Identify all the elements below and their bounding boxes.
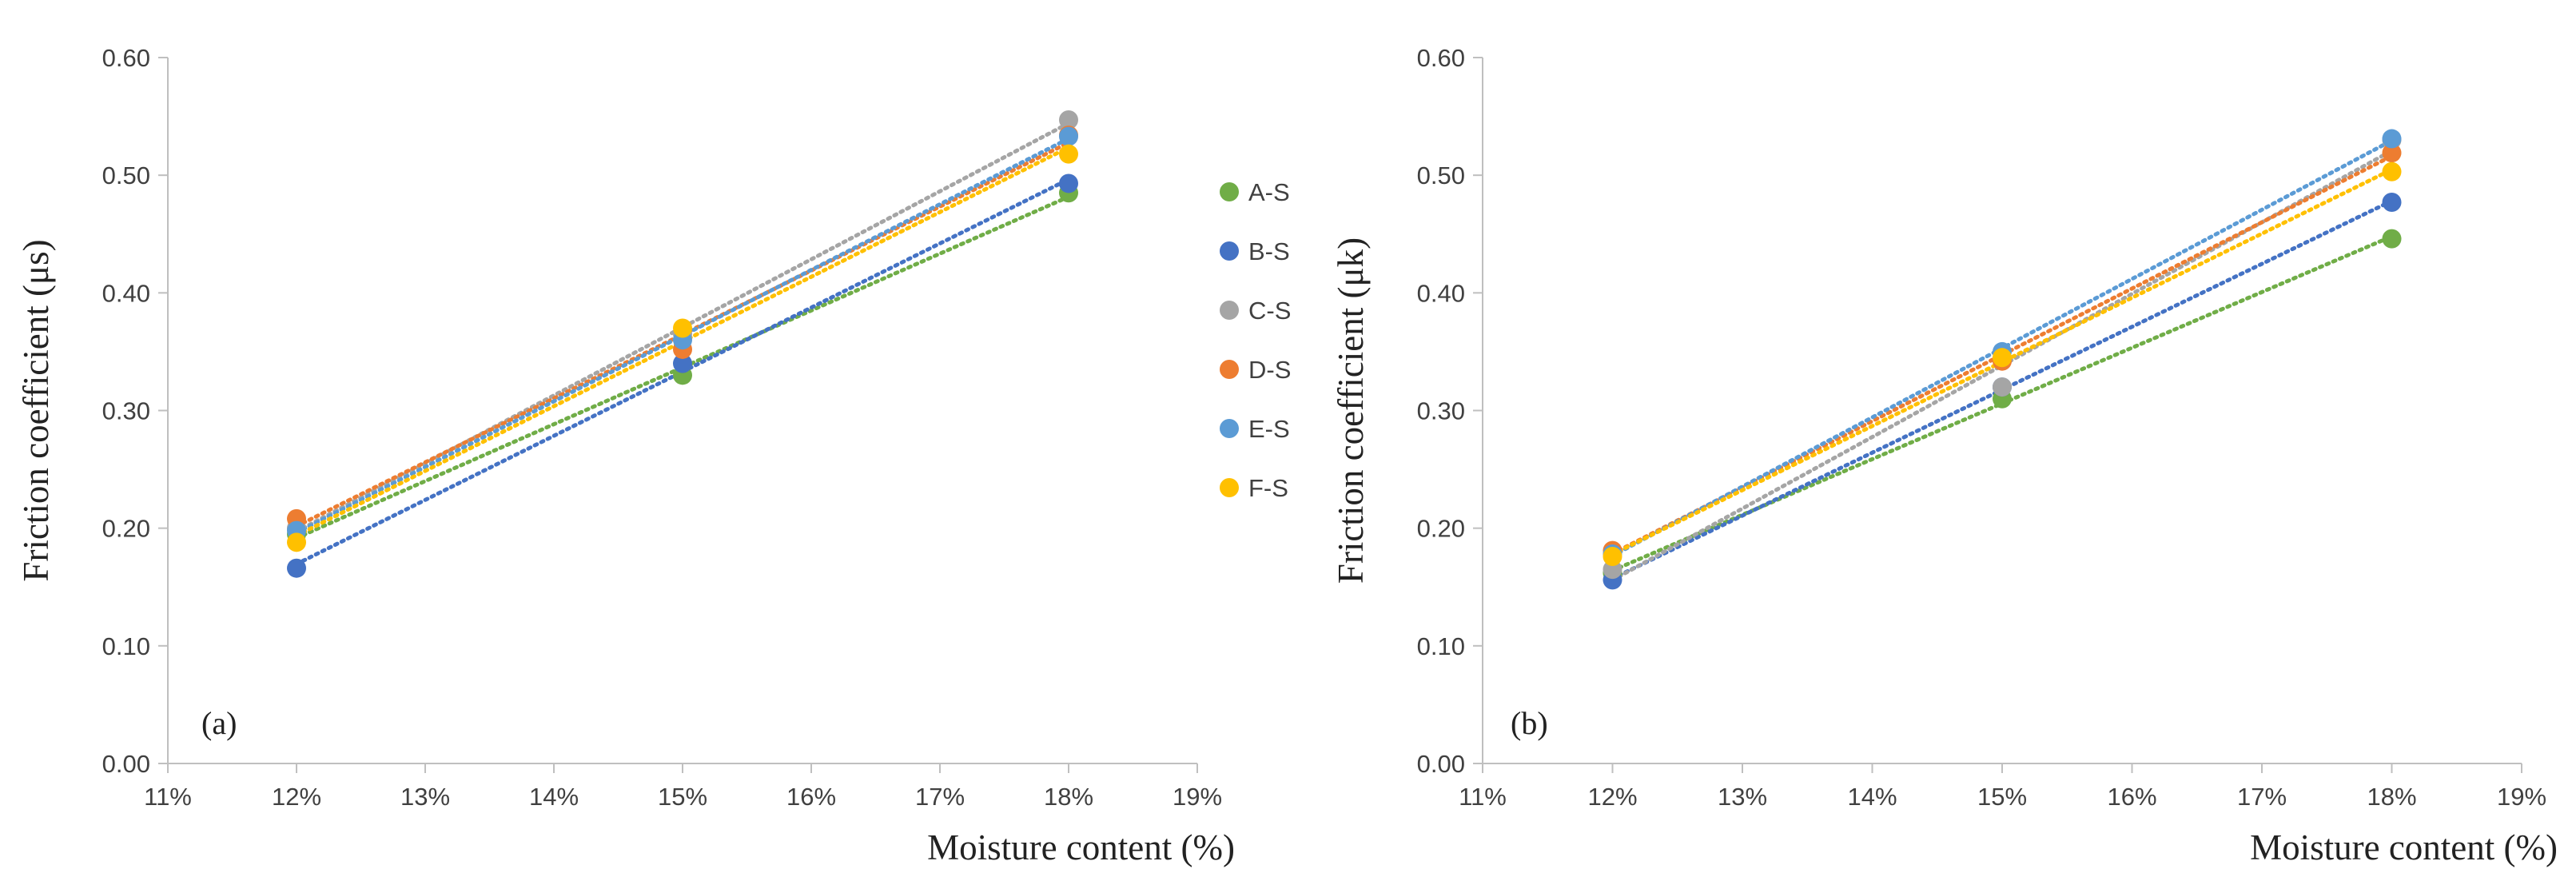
chart-panel-b: 0.00 0.10 0.20 0.30 0.40 0.50 0.60 11% 12% 13% 14%… bbox=[1331, 44, 2558, 867]
x-tick-label: 15% bbox=[658, 783, 707, 811]
data-point-e-s bbox=[1059, 126, 1078, 146]
x-tick-label: 16% bbox=[2107, 783, 2156, 811]
y-tick-label: 0.00 bbox=[102, 750, 150, 778]
y-tick-label: 0.20 bbox=[1417, 515, 1465, 543]
legend-marker-c-s bbox=[1220, 301, 1239, 320]
legend-label: B-S bbox=[1248, 237, 1290, 265]
x-tick-label: 13% bbox=[400, 783, 450, 811]
x-tick-label: 14% bbox=[1847, 783, 1897, 811]
legend-marker-f-s bbox=[1220, 478, 1239, 497]
data-point-e-s bbox=[2382, 129, 2402, 149]
y-tick-label: 0.60 bbox=[1417, 44, 1465, 72]
x-tick-label: 11% bbox=[1459, 783, 1507, 811]
x-tick-label: 17% bbox=[915, 783, 965, 811]
y-tick-label: 0.50 bbox=[102, 161, 150, 189]
y-tick-label: 0.30 bbox=[102, 397, 150, 425]
y-tick-label: 0.40 bbox=[102, 279, 150, 307]
data-point-c-s bbox=[1993, 377, 2012, 397]
data-point-f-s bbox=[1603, 546, 1622, 566]
data-point-f-s bbox=[673, 318, 692, 338]
panel-label: (a) bbox=[201, 705, 237, 741]
y-axis-title: Friction coefficient (μk) bbox=[1331, 237, 1371, 584]
x-tick-label: 16% bbox=[786, 783, 836, 811]
y-tick-label: 0.40 bbox=[1417, 279, 1465, 307]
y-axis-title: Friction coefficient (μs) bbox=[16, 239, 56, 581]
legend-label: E-S bbox=[1248, 415, 1290, 443]
data-point-a-s bbox=[2382, 229, 2402, 249]
x-tick-label: 12% bbox=[1587, 783, 1637, 811]
data-point-f-s bbox=[1993, 348, 2012, 368]
data-point-d-s bbox=[2382, 143, 2402, 163]
y-tick-label: 0.50 bbox=[1417, 161, 1465, 189]
x-tick-label: 12% bbox=[272, 783, 321, 811]
chart-panel-a: 0.00 0.10 0.20 0.30 0.40 0.50 0.60 11% 12% 13% 14%… bbox=[16, 44, 1235, 867]
x-tick-label: 18% bbox=[2367, 783, 2416, 811]
legend: A-S B-S C-S D-S E-S F-S bbox=[1220, 178, 1291, 502]
legend-marker-d-s bbox=[1220, 360, 1239, 379]
x-tick-label: 17% bbox=[2237, 783, 2287, 811]
legend-label: A-S bbox=[1248, 178, 1290, 206]
legend-marker-e-s bbox=[1220, 419, 1239, 438]
data-point-b-s bbox=[2382, 193, 2402, 213]
data-point-b-s bbox=[673, 353, 692, 373]
x-tick-label: 19% bbox=[2497, 783, 2546, 811]
legend-label: C-S bbox=[1248, 297, 1291, 325]
x-tick-label: 13% bbox=[1718, 783, 1767, 811]
data-point-b-s bbox=[1059, 173, 1078, 193]
data-point-f-s bbox=[287, 532, 306, 552]
data-point-c-s bbox=[1059, 110, 1078, 130]
x-tick-label: 11% bbox=[144, 783, 192, 811]
legend-marker-b-s bbox=[1220, 241, 1239, 261]
trendline-a-s bbox=[294, 194, 1071, 540]
x-axis-title: Moisture content (%) bbox=[2250, 827, 2558, 867]
y-tick-label: 0.20 bbox=[102, 515, 150, 543]
y-tick-label: 0.10 bbox=[102, 632, 150, 660]
x-axis-title: Moisture content (%) bbox=[927, 827, 1235, 867]
x-tick-label: 19% bbox=[1173, 783, 1222, 811]
data-point-f-s bbox=[2382, 161, 2402, 181]
data-point-f-s bbox=[1059, 144, 1078, 164]
y-tick-label: 0.10 bbox=[1417, 632, 1465, 660]
data-point-b-s bbox=[287, 558, 306, 578]
y-tick-label: 0.60 bbox=[102, 44, 150, 72]
x-tick-label: 18% bbox=[1044, 783, 1093, 811]
x-tick-label: 14% bbox=[529, 783, 579, 811]
x-tick-label: 15% bbox=[1977, 783, 2027, 811]
legend-marker-a-s bbox=[1220, 182, 1239, 201]
y-tick-label: 0.30 bbox=[1417, 397, 1465, 425]
legend-label: F-S bbox=[1248, 474, 1288, 502]
y-tick-label: 0.00 bbox=[1417, 750, 1465, 778]
panel-label: (b) bbox=[1511, 705, 1548, 741]
legend-label: D-S bbox=[1248, 356, 1291, 384]
